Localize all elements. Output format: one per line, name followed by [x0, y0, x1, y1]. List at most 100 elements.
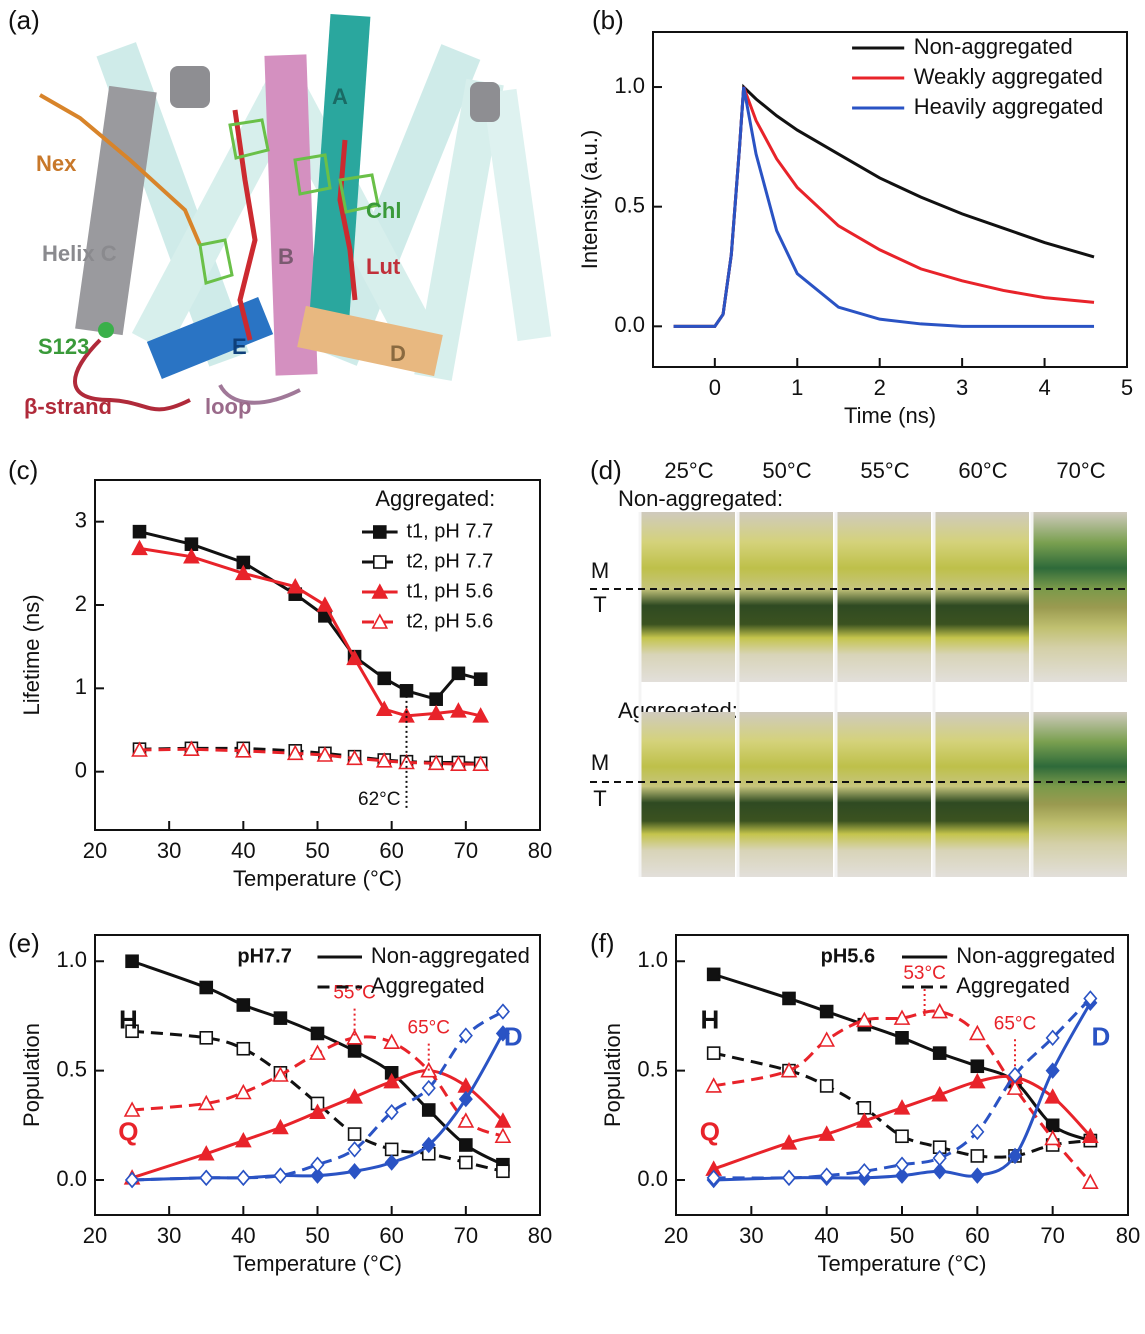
marker — [857, 1163, 872, 1180]
marker — [451, 666, 466, 681]
marker — [236, 1041, 251, 1056]
marker — [310, 1156, 325, 1173]
x-tick-label: 30 — [157, 1223, 181, 1248]
marker — [123, 1101, 141, 1117]
x-tick-label: 70 — [454, 1223, 478, 1248]
marker — [894, 1167, 910, 1184]
y-tick-label: 3 — [75, 507, 87, 532]
group-label: Q — [700, 1117, 720, 1147]
marker — [384, 1154, 399, 1171]
helix-c — [75, 85, 157, 336]
panel-label: (e) — [8, 928, 40, 958]
marker — [1007, 1147, 1023, 1165]
x-tick-label: 4 — [1038, 375, 1050, 400]
band-label: T — [593, 592, 606, 617]
gel-tube — [738, 712, 833, 877]
marker — [346, 1029, 363, 1045]
legend-label: Heavily aggregated — [914, 94, 1104, 119]
marker — [371, 613, 389, 629]
marker — [818, 1031, 836, 1047]
marker — [970, 1123, 985, 1141]
helix-b — [264, 54, 318, 376]
x-tick-label: 60 — [965, 1223, 989, 1248]
x-tick-label: 40 — [814, 1223, 838, 1248]
x-tick-label: 3 — [956, 375, 968, 400]
marker — [705, 1077, 723, 1093]
y-tick-label: 1 — [75, 674, 87, 699]
x-tick-label: 70 — [454, 838, 478, 863]
marker — [1044, 1088, 1062, 1104]
marker — [125, 954, 139, 969]
group-label: H — [119, 1005, 138, 1035]
series-line — [673, 86, 1095, 328]
x-axis-label: Time (ns) — [844, 403, 936, 428]
temperature-label: 70°C — [1056, 458, 1105, 483]
legend-label: Aggregated — [371, 973, 485, 998]
helix-d — [297, 305, 443, 377]
plot-frame — [675, 934, 1129, 1216]
gel-tube — [1032, 512, 1127, 682]
marker — [199, 1031, 214, 1045]
annotation: 62°C — [358, 789, 400, 810]
chl-pigments — [198, 118, 380, 285]
label: E — [232, 334, 247, 359]
marker — [819, 1004, 834, 1019]
y-tick-label: 0 — [75, 757, 87, 782]
panel-a: (a) Nex Helix C S123 β-strand loop E B A… — [8, 5, 552, 419]
label: loop — [205, 394, 251, 419]
gel-tube — [836, 712, 931, 877]
marker — [286, 744, 304, 761]
x-tick-label: 70 — [1040, 1223, 1064, 1248]
marker — [706, 1169, 721, 1187]
x-axis-label: Temperature (°C) — [233, 1251, 402, 1276]
gel-tube — [836, 512, 931, 682]
marker — [893, 1009, 911, 1025]
label: β-strand — [24, 394, 112, 419]
plot-frame — [94, 479, 541, 831]
panel-label: (a) — [8, 5, 40, 35]
panel-label: (c) — [8, 455, 38, 485]
marker — [310, 1167, 325, 1184]
marker — [895, 1031, 909, 1045]
marker — [384, 1142, 399, 1157]
gel-tube — [934, 712, 1029, 877]
y-axis-label: Lifetime (ns) — [19, 594, 44, 715]
x-tick-label: 20 — [664, 1223, 688, 1248]
gel-tube — [738, 512, 833, 682]
band-label: M — [591, 558, 609, 583]
marker — [346, 1088, 363, 1104]
marker — [371, 583, 389, 599]
legend-title: Aggregated: — [375, 486, 495, 511]
marker — [450, 755, 467, 771]
marker — [273, 1167, 288, 1184]
marker — [931, 1086, 949, 1102]
x-tick-label: 20 — [83, 1223, 107, 1248]
marker — [932, 1163, 947, 1180]
marker — [782, 991, 796, 1006]
x-tick-label: 50 — [305, 1223, 329, 1248]
marker — [125, 1024, 139, 1039]
marker — [234, 742, 252, 758]
label: Helix C — [42, 241, 117, 266]
marker — [427, 704, 445, 721]
helix-short — [170, 66, 210, 108]
y-tick-label: 0.0 — [56, 1166, 87, 1191]
legend-label: Non-aggregated — [371, 943, 530, 968]
marker — [197, 1094, 215, 1111]
marker — [458, 1027, 473, 1044]
y-axis-label: Intensity (a.u.) — [577, 130, 602, 269]
marker — [893, 1099, 911, 1115]
marker — [316, 746, 334, 762]
temperature-label: 55°C — [860, 458, 909, 483]
marker — [459, 1155, 473, 1170]
x-axis-label: Temperature (°C) — [818, 1251, 987, 1276]
label: S123 — [38, 334, 89, 359]
legend-label: Non-aggregated — [956, 943, 1115, 968]
marker — [199, 980, 214, 995]
marker — [494, 1112, 512, 1128]
marker — [197, 1145, 215, 1161]
y-tick-label: 0.5 — [56, 1056, 87, 1081]
marker — [347, 1044, 362, 1058]
panel-label: (b) — [592, 5, 624, 35]
marker — [234, 1131, 252, 1148]
